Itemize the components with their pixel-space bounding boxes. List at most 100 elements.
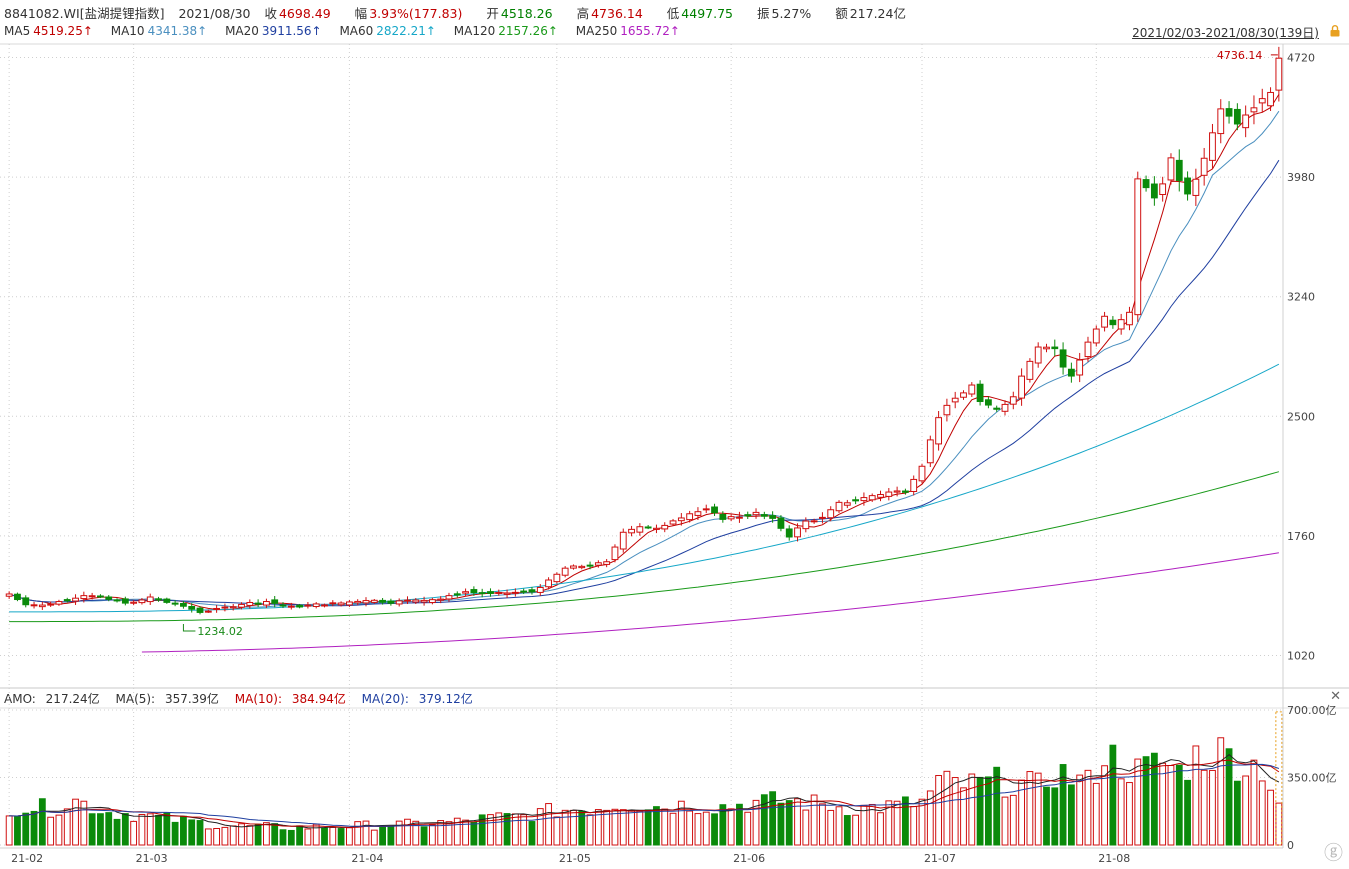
min-price-label: 1234.02 [197, 625, 243, 638]
volume-bar-down [14, 815, 21, 846]
volume-bar-up [1076, 774, 1084, 846]
ma60-legend: MA60 2822.21↑ [339, 24, 436, 38]
candle-up [462, 591, 469, 594]
candle-up [1200, 157, 1208, 176]
volume-bar-up [1209, 769, 1216, 846]
candle-up [868, 495, 876, 501]
candle-down [105, 596, 113, 600]
volume-bar-up [1009, 794, 1017, 846]
candle-up [47, 603, 55, 606]
candle-down [22, 597, 30, 606]
ma10-line [8, 110, 1280, 608]
candle-up [1101, 315, 1108, 328]
candle-up [1192, 178, 1200, 196]
candle-up [345, 601, 353, 606]
volume-bar-up [1026, 771, 1034, 846]
ma250-line [141, 552, 1279, 653]
candle-up [827, 509, 835, 519]
volume-bar-up [1159, 762, 1167, 846]
candle-up [404, 599, 411, 602]
volume-bar-up [428, 824, 436, 846]
candle-up [594, 562, 602, 566]
close-volume-panel-icon[interactable]: ✕ [1330, 689, 1341, 704]
candle-up [1267, 91, 1274, 107]
candle-up [511, 591, 519, 594]
volume-bar-down [1109, 744, 1117, 846]
volume-bar-down [578, 810, 586, 846]
candle-up [362, 600, 370, 604]
volume-bar-up [1192, 745, 1200, 846]
candle-up [1258, 98, 1266, 104]
volume-bar-up [586, 814, 594, 846]
time-tick-label: 21-07 [924, 852, 956, 865]
candle-up [1275, 57, 1283, 91]
volume-bar-up [694, 813, 702, 846]
volume-bar-down [902, 796, 909, 846]
candle-up [968, 384, 976, 395]
volume-bar-down [1067, 784, 1075, 846]
volume-bar-up [545, 803, 552, 846]
volume-bar-down [171, 821, 179, 846]
candle-down [1142, 179, 1150, 189]
volume-bar-down [196, 820, 204, 846]
volume-bar-down [976, 776, 984, 846]
volume-bar-up [404, 818, 411, 846]
candle-up [1126, 311, 1133, 326]
volume-bar-up [246, 825, 254, 846]
ma120-legend: MA120 2157.26↑ [453, 24, 558, 38]
candle-up [1034, 346, 1042, 364]
grid [0, 43, 1349, 849]
volume-bar-up [495, 812, 503, 846]
candle-up [843, 502, 851, 506]
candle-down [744, 514, 752, 517]
candle-down [769, 515, 777, 519]
candle-up [752, 511, 760, 516]
ma10-legend: MA10 4341.38↑ [110, 24, 208, 38]
candle-down [852, 499, 860, 502]
candle-up [1250, 107, 1258, 113]
candle-up [619, 531, 627, 550]
candle-up [146, 596, 154, 603]
candle-up [1242, 114, 1250, 129]
candle-down [188, 605, 196, 610]
candle-up [736, 516, 743, 519]
volume-bar-down [777, 802, 785, 846]
candle-down [528, 589, 536, 593]
volume-bar-up [918, 798, 926, 846]
volume-bar-up [1034, 772, 1042, 846]
lock-icon[interactable] [1329, 25, 1341, 37]
volume-bar-up [1267, 789, 1274, 846]
volume-bar-up [1126, 782, 1133, 846]
candle-up [38, 604, 46, 608]
candle-up [1167, 157, 1175, 181]
volume-bar-up [943, 770, 951, 846]
volume-bar-down [528, 821, 536, 846]
candle-down [196, 607, 204, 613]
last-bar-marker [1275, 711, 1283, 846]
amo-ma5: MA(5): 357.39亿 [115, 692, 219, 706]
candle-up [686, 513, 694, 521]
volume-bar-down [337, 828, 345, 846]
volume-bar-down [121, 813, 129, 846]
date-range-link[interactable]: 2021/02/03-2021/08/30(139日) [1132, 26, 1319, 40]
candle-up [677, 517, 685, 522]
candle-up [337, 602, 345, 606]
candle-up [545, 579, 552, 588]
candle-up [819, 516, 826, 519]
volume-bar-up [570, 809, 577, 846]
amplitude-field: 振 5.27% [756, 6, 812, 21]
candle-down [1067, 368, 1075, 377]
volume-bar-down [296, 825, 304, 846]
volume-tick-label: 700.00亿 [1287, 704, 1337, 717]
volume-bar-up [810, 794, 818, 846]
candle-down [993, 407, 1001, 410]
volume-bar-up [1001, 796, 1009, 846]
volume-bar-down [155, 814, 162, 846]
volume-bar-down [470, 821, 478, 846]
candle-up [1084, 341, 1092, 358]
volume-bar-down [1175, 764, 1183, 846]
volume-bar-down [711, 813, 718, 846]
volume-bar-up [63, 808, 71, 846]
candle-up [1076, 359, 1084, 376]
volume-bar-up [47, 816, 55, 846]
